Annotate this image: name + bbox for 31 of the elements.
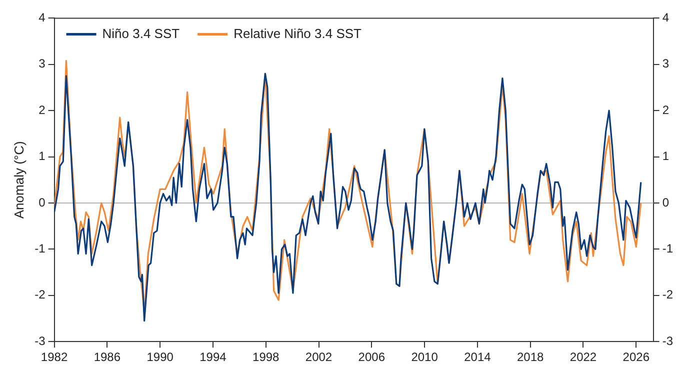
x-tick-label: 2006 xyxy=(358,350,386,364)
y-tick-label: 0 xyxy=(38,195,46,210)
y-tick-label: 4 xyxy=(38,10,46,25)
y-tick-label: 2 xyxy=(38,102,46,117)
x-tick-label: 1982 xyxy=(40,350,68,364)
x-tick-label: 2002 xyxy=(305,350,332,364)
y2-tick-label: 1 xyxy=(662,149,670,164)
y2-tick-label: 3 xyxy=(662,56,670,71)
x-tick-label: 2010 xyxy=(411,350,438,364)
x-tick-label: 1998 xyxy=(252,350,280,364)
x-tick-label: 2018 xyxy=(516,350,544,364)
y-tick-label: -1 xyxy=(34,242,46,256)
x-tick-label: 1990 xyxy=(146,350,174,364)
legend-label: Relative Niño 3.4 SST xyxy=(234,26,362,41)
legend-label: Niño 3.4 SST xyxy=(102,26,180,41)
x-tick-label: 2014 xyxy=(464,350,492,364)
x-tick-label: 2026 xyxy=(622,350,650,364)
y2-tick-label: -1 xyxy=(662,242,674,256)
x-tick-label: 1994 xyxy=(200,350,227,364)
y-tick-label: -3 xyxy=(34,334,46,348)
x-tick-label: 1986 xyxy=(94,350,121,364)
y2-tick-label: 4 xyxy=(662,10,670,25)
y-tick-label: -2 xyxy=(34,288,46,302)
y2-tick-label: -3 xyxy=(662,334,674,348)
y-axis-title: Anomaly (°C) xyxy=(11,141,26,219)
y2-tick-label: 2 xyxy=(662,102,670,117)
y2-tick-label: -2 xyxy=(662,288,674,302)
x-tick-label: 2022 xyxy=(570,350,597,364)
y-tick-label: 3 xyxy=(38,56,46,71)
y-tick-label: 1 xyxy=(38,149,46,164)
y2-tick-label: 0 xyxy=(662,195,670,210)
